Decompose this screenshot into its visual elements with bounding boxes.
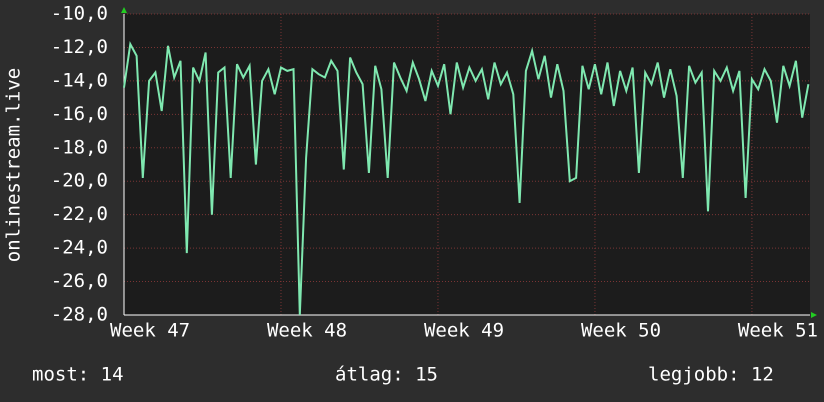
y-tick-label: -18,0 [51, 136, 108, 158]
y-axis-label: onlinestream.live [3, 68, 25, 262]
y-tick-label: -10,0 [51, 3, 108, 25]
y-tick-label: -20,0 [51, 170, 108, 192]
y-tick-label: -14,0 [51, 69, 108, 91]
y-tick-label: -26,0 [51, 270, 108, 292]
footer-stat: most: 14 [32, 364, 124, 386]
axis-arrow [811, 312, 817, 318]
x-tick-label: Week 49 [424, 320, 504, 342]
x-tick-label: Week 48 [267, 320, 347, 342]
x-tick-label: Week 50 [581, 320, 661, 342]
x-tick-label: Week 47 [110, 320, 190, 342]
x-tick-label: Week 51 [738, 320, 818, 342]
y-tick-label: -24,0 [51, 237, 108, 259]
y-tick-label: -28,0 [51, 304, 108, 326]
series-line [123, 40, 810, 316]
plot-area [124, 14, 810, 315]
y-tick-label: -12,0 [51, 36, 108, 58]
y-tick-label: -22,0 [51, 203, 108, 225]
footer-stat: átlag: 15 [335, 364, 438, 386]
footer-stat: legjobb: 12 [648, 364, 774, 386]
y-tick-label: -16,0 [51, 103, 108, 125]
axis-arrow [121, 7, 127, 13]
